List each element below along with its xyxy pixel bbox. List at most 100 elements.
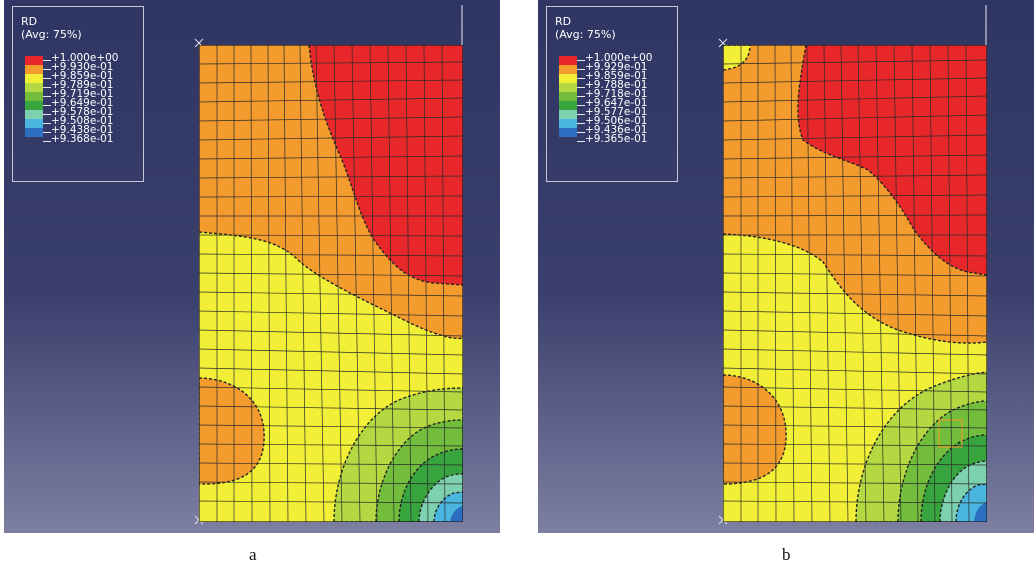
legend-tick (577, 87, 585, 88)
contour-line-red-orange (797, 45, 987, 276)
legend-row: +9.647e-01 (559, 97, 679, 110)
legend-tick (43, 123, 51, 124)
legend-tick (43, 141, 51, 142)
legend-row: +9.929e-01 (559, 61, 679, 74)
legend-swatch (25, 128, 43, 137)
legend-tick (43, 78, 51, 79)
legend-row: +9.436e-01 (559, 124, 679, 137)
legend-swatch (559, 101, 577, 110)
legend-swatch (25, 83, 43, 92)
mesh-grid (723, 45, 987, 522)
legend-box-b: RD (Avg: 75%) +1.000e+00 +9.929e-01 +9.8… (546, 6, 678, 182)
legend-row: +9.789e-01 (25, 79, 145, 92)
legend-label: +9.508e-01 (51, 115, 114, 127)
legend-swatch (559, 74, 577, 83)
legend-tick (577, 69, 585, 70)
legend-label: +1.000e+00 (585, 52, 653, 64)
legend-label: +9.718e-01 (585, 88, 648, 100)
contour-viewport-b (538, 0, 1034, 533)
legend-swatch (25, 92, 43, 101)
panel-caption-b: b (782, 545, 791, 564)
legend-tick (577, 96, 585, 97)
panel-caption-a: a (249, 545, 257, 564)
legend-label: +9.859e-01 (51, 70, 114, 82)
legend-label: +9.719e-01 (51, 88, 114, 100)
contour-line-red-orange (308, 45, 463, 286)
legend-label: +9.789e-01 (51, 79, 114, 91)
legend-tick (577, 123, 585, 124)
legend-row: +9.578e-01 (25, 106, 145, 119)
contour-band-blue (974, 502, 987, 522)
legend-row: +9.788e-01 (559, 79, 679, 92)
legend-swatch (559, 119, 577, 128)
legend-tick (43, 87, 51, 88)
contour-band-red (797, 45, 987, 275)
legend-box-a: RD (Avg: 75%) +1.000e+00 +9.930e-01 +9.8… (12, 6, 144, 182)
legend-tick (577, 141, 585, 142)
legend-swatch (25, 101, 43, 110)
legend-tick (577, 132, 585, 133)
contour-viewport-a (4, 0, 500, 533)
legend-row: +9.718e-01 (559, 88, 679, 101)
legend-label: +9.368e-01 (51, 133, 114, 145)
legend-tick (577, 114, 585, 115)
legend-tick (43, 105, 51, 106)
legend-label: +9.649e-01 (51, 97, 114, 109)
legend-swatch (559, 128, 577, 137)
legend-label: +9.647e-01 (585, 97, 648, 109)
legend-swatch (559, 110, 577, 119)
legend-variable: RD (555, 15, 572, 28)
legend-label: +9.365e-01 (585, 133, 648, 145)
legend-tick (43, 96, 51, 97)
legend-label: +9.436e-01 (585, 124, 648, 136)
legend-label: +9.506e-01 (585, 115, 648, 127)
legend-label: +9.577e-01 (585, 106, 648, 118)
legend-tick (577, 78, 585, 79)
contour-band-orange-blob (199, 377, 265, 485)
legend-label: +9.859e-01 (585, 70, 648, 82)
mesh-grid (199, 45, 463, 522)
legend-tick (43, 60, 51, 61)
legend-row: +9.438e-01 (25, 124, 145, 137)
legend-swatch (25, 74, 43, 83)
legend-row: +9.719e-01 (25, 88, 145, 101)
legend-tick (43, 114, 51, 115)
legend-tick (43, 69, 51, 70)
legend-row: +1.000e+00 (25, 52, 145, 65)
legend-swatch (559, 56, 577, 65)
legend-swatch (559, 65, 577, 74)
contour-band-orange-blob (723, 374, 787, 485)
legend-row: +9.365e-01 (559, 133, 679, 146)
legend-row: +9.577e-01 (559, 106, 679, 119)
legend-row: +9.930e-01 (25, 61, 145, 74)
legend-row: +9.859e-01 (559, 70, 679, 83)
legend-swatch (25, 119, 43, 128)
contour-plot-panel-b: RD (Avg: 75%) +1.000e+00 +9.929e-01 +9.8… (538, 0, 1034, 533)
legend-averaging: (Avg: 75%) (21, 28, 82, 41)
legend-swatch (559, 92, 577, 101)
legend-label: +9.929e-01 (585, 61, 648, 73)
legend-swatch (25, 56, 43, 65)
legend-row: +9.506e-01 (559, 115, 679, 128)
legend-row: +9.508e-01 (25, 115, 145, 128)
legend-tick (43, 132, 51, 133)
legend-swatch (559, 83, 577, 92)
legend-row: +9.649e-01 (25, 97, 145, 110)
contour-line-orange-yellow (723, 233, 987, 344)
legend-row: +9.368e-01 (25, 133, 145, 146)
legend-label: +9.788e-01 (585, 79, 648, 91)
legend-tick (577, 60, 585, 61)
legend-variable: RD (21, 15, 38, 28)
legend-swatch (25, 65, 43, 74)
contour-band-blue (450, 506, 463, 522)
legend-tick (577, 105, 585, 106)
legend-label: +9.578e-01 (51, 106, 114, 118)
contour-line-orange-yellow (199, 231, 463, 340)
contour-plot-panel-a: RD (Avg: 75%) +1.000e+00 +9.930e-01 +9.8… (4, 0, 500, 533)
legend-swatch (25, 110, 43, 119)
legend-label: +9.930e-01 (51, 61, 114, 73)
legend-label: +9.438e-01 (51, 124, 114, 136)
legend-row: +1.000e+00 (559, 52, 679, 65)
legend-averaging: (Avg: 75%) (555, 28, 616, 41)
highlighted-element (938, 419, 963, 448)
